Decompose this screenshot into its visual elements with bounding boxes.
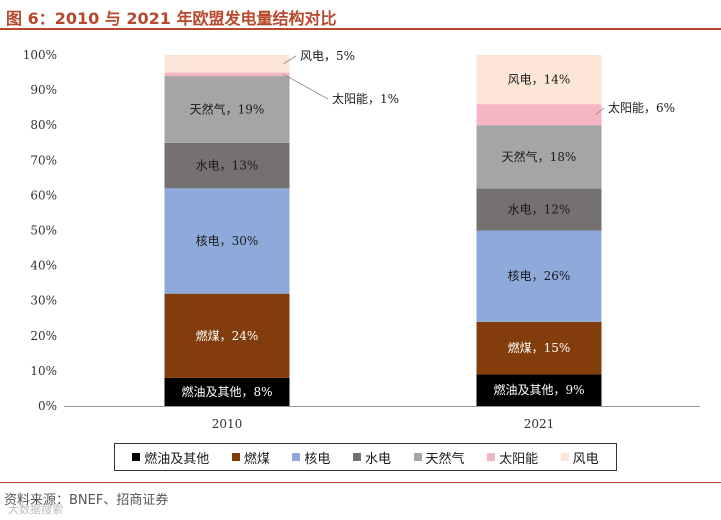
legend-swatch <box>413 453 422 461</box>
chart-title: 图 6：2010 与 2021 年欧盟发电量结构对比 <box>6 9 337 28</box>
y-tick-label: 20% <box>30 329 57 343</box>
data-label: 风电，5% <box>300 49 355 63</box>
data-label: 燃油及其他，9% <box>493 382 584 397</box>
bar-segment <box>164 142 290 189</box>
footer-divider <box>0 482 721 483</box>
data-label: 太阳能，1% <box>332 91 399 106</box>
legend-item: 燃煤 <box>231 448 270 467</box>
data-label: 燃煤，24% <box>196 328 259 343</box>
title-divider <box>0 28 721 30</box>
callout-line <box>283 55 297 65</box>
x-tick-label: 2010 <box>212 417 243 431</box>
data-label: 太阳能，6% <box>608 100 675 115</box>
legend-swatch <box>231 453 240 461</box>
bar-segment <box>164 76 290 143</box>
bar-segment <box>476 188 602 231</box>
data-label: 天然气，19% <box>190 101 265 116</box>
data-label: 燃油及其他，8% <box>181 384 272 399</box>
y-tick-label: 50% <box>30 224 57 238</box>
bar-segment <box>476 104 602 126</box>
legend-item: 风电 <box>560 448 599 467</box>
legend-swatch <box>560 453 569 461</box>
bar-segment <box>476 55 602 105</box>
y-tick-label: 40% <box>30 259 57 273</box>
legend-label: 燃油及其他 <box>144 451 210 467</box>
legend-swatch <box>352 453 361 461</box>
data-label: 燃煤，15% <box>508 340 571 355</box>
legend-swatch <box>292 453 301 461</box>
watermark: 大数据搜索 <box>8 503 63 516</box>
data-label: 风电，14% <box>508 73 571 87</box>
y-tick-label: 10% <box>30 364 57 378</box>
bar-segment <box>164 72 290 77</box>
bar-segment <box>164 188 290 294</box>
y-tick-label: 70% <box>30 153 57 167</box>
bar-segment <box>476 230 602 322</box>
data-label: 核电，30% <box>196 234 259 248</box>
legend-label: 风电 <box>572 451 599 467</box>
legend-item: 天然气 <box>413 448 465 467</box>
chart-legend: 燃油及其他 燃煤 核电 水电 天然气 太阳能 风电 <box>114 443 617 471</box>
legend-label: 核电 <box>304 451 331 467</box>
legend-label: 天然气 <box>425 451 465 467</box>
legend-label: 燃煤 <box>243 451 270 467</box>
callout-line <box>283 73 329 100</box>
source-note: 资料来源：BNEF、招商证券 <box>4 493 169 508</box>
y-tick-label: 60% <box>30 188 57 202</box>
y-tick-label: 90% <box>30 83 57 97</box>
bar-segment <box>164 55 290 73</box>
bar-segment <box>164 377 290 406</box>
legend-label: 太阳能 <box>499 451 539 467</box>
data-label: 核电，26% <box>508 269 571 283</box>
legend-swatch <box>487 453 496 461</box>
legend-item: 核电 <box>292 448 330 467</box>
x-tick-label: 2021 <box>524 417 555 431</box>
y-tick-label: 80% <box>30 118 57 132</box>
y-tick-label: 30% <box>30 294 57 308</box>
callout-line <box>595 107 605 115</box>
legend-item: 水电 <box>352 448 391 467</box>
legend-label: 水电 <box>364 451 391 467</box>
y-tick-label: 100% <box>23 48 57 62</box>
legend-item: 燃油及其他 <box>132 448 209 467</box>
legend-swatch <box>132 453 141 461</box>
bar-segment <box>476 321 602 375</box>
data-label: 天然气，18% <box>502 149 577 164</box>
legend-item: 太阳能 <box>487 448 538 467</box>
bar-segment <box>476 125 602 189</box>
bar-segment <box>476 374 602 406</box>
data-label: 水电，12% <box>508 202 571 216</box>
y-tick-label: 0% <box>38 399 57 413</box>
data-label: 水电，13% <box>196 159 259 173</box>
bar-segment <box>164 293 290 378</box>
